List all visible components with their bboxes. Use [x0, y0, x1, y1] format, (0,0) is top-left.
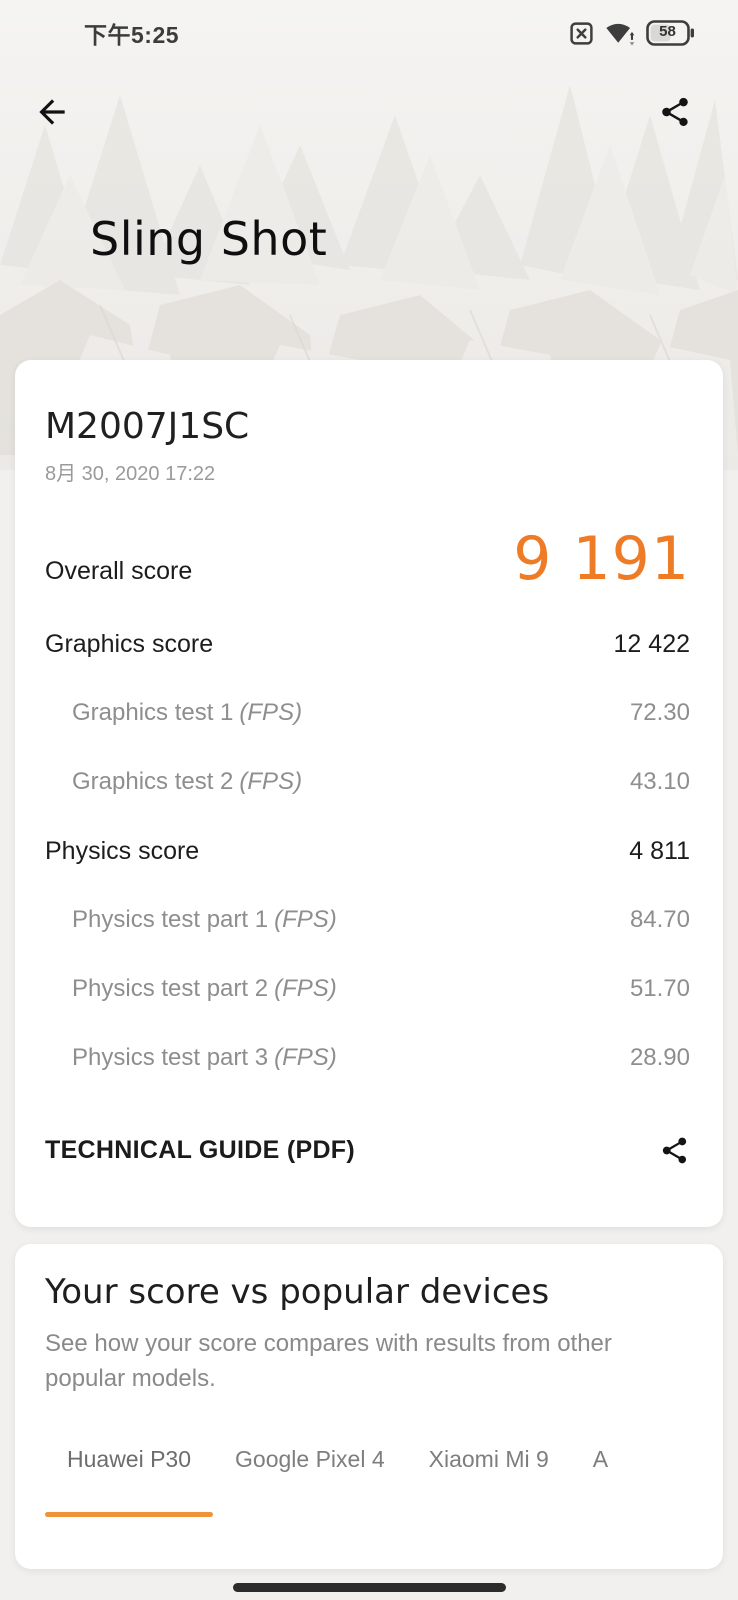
overall-score-value: 9 191: [513, 524, 690, 594]
clock: 下午5:25: [84, 22, 180, 48]
back-button[interactable]: [33, 93, 71, 131]
physics-score-row: Physics score 4 811: [45, 836, 690, 866]
battery-icon: 58: [646, 20, 694, 46]
row-value: 43.10: [629, 768, 690, 795]
physics-test3-row: Physics test part 3 (FPS) 28.90: [45, 1043, 690, 1073]
status-bar: 下午5:25 58: [0, 0, 738, 60]
technical-guide-label: TECHNICAL GUIDE (PDF): [45, 1136, 355, 1164]
graphics-test1-row: Graphics test 1 (FPS) 72.30: [45, 698, 690, 728]
device-name: M2007J1SC: [45, 406, 250, 447]
tab-google-pixel-4[interactable]: Google Pixel 4: [235, 1446, 385, 1472]
row-value: 12 422: [613, 630, 690, 658]
compare-subtitle: See how your score compares with results…: [45, 1330, 612, 1392]
score-rows: Graphics score 12 422 Graphics test 1 (FP…: [45, 629, 690, 1073]
status-icons: 58: [568, 19, 694, 47]
back-arrow-icon: [39, 99, 65, 125]
fps-unit: (FPS): [274, 975, 337, 1002]
share-icon[interactable]: [659, 1135, 690, 1166]
row-label: Physics test part 1 (FPS): [72, 906, 337, 933]
row-label: Physics test part 3 (FPS): [72, 1044, 337, 1071]
header-share-button[interactable]: [658, 95, 692, 129]
result-date: 8月 30, 2020 17:22: [45, 463, 216, 485]
overall-score-row: Overall score 9 191: [45, 528, 690, 591]
wifi-icon: [606, 23, 635, 46]
row-label: Physics score: [45, 837, 200, 865]
row-label: Graphics score: [45, 630, 214, 658]
graphics-score-row: Graphics score 12 422: [45, 629, 690, 659]
tab-huawei-p30[interactable]: Huawei P30: [45, 1446, 214, 1517]
compare-title: Your score vs popular devices: [45, 1272, 550, 1312]
overall-score-label: Overall score: [45, 557, 193, 585]
share-icon: [662, 97, 688, 127]
row-label: Graphics test 1 (FPS): [72, 699, 303, 726]
battery-percent: 58: [659, 23, 676, 40]
technical-guide-link[interactable]: TECHNICAL GUIDE (PDF): [45, 1135, 690, 1166]
row-value: 51.70: [629, 975, 690, 1002]
compare-card: Your score vs popular devices See how yo…: [15, 1244, 723, 1569]
graphics-test2-row: Graphics test 2 (FPS) 43.10: [45, 767, 690, 797]
physics-test1-row: Physics test part 1 (FPS) 84.70: [45, 905, 690, 935]
device-tabs: Huawei P30 Google Pixel 4 Xiaomi Mi 9 A: [45, 1446, 690, 1517]
tab-partial[interactable]: A: [592, 1446, 609, 1472]
sim-missing-icon: [570, 21, 593, 45]
row-label: Physics test part 2 (FPS): [72, 975, 337, 1002]
fps-unit: (FPS): [274, 1044, 337, 1071]
fps-unit: (FPS): [274, 906, 337, 933]
row-label: Graphics test 2 (FPS): [72, 768, 303, 795]
row-value: 28.90: [629, 1044, 690, 1071]
tab-xiaomi-mi-9[interactable]: Xiaomi Mi 9: [428, 1446, 549, 1472]
page-title: Sling Shot: [90, 212, 328, 266]
fps-unit: (FPS): [239, 768, 303, 795]
row-value: 72.30: [629, 699, 690, 726]
result-card: M2007J1SC 8月 30, 2020 17:22 Overall scor…: [15, 360, 723, 1227]
home-gesture-bar[interactable]: [233, 1583, 506, 1592]
fps-unit: (FPS): [239, 699, 303, 726]
physics-test2-row: Physics test part 2 (FPS) 51.70: [45, 974, 690, 1004]
row-value: 4 811: [629, 837, 690, 865]
row-value: 84.70: [629, 906, 690, 933]
